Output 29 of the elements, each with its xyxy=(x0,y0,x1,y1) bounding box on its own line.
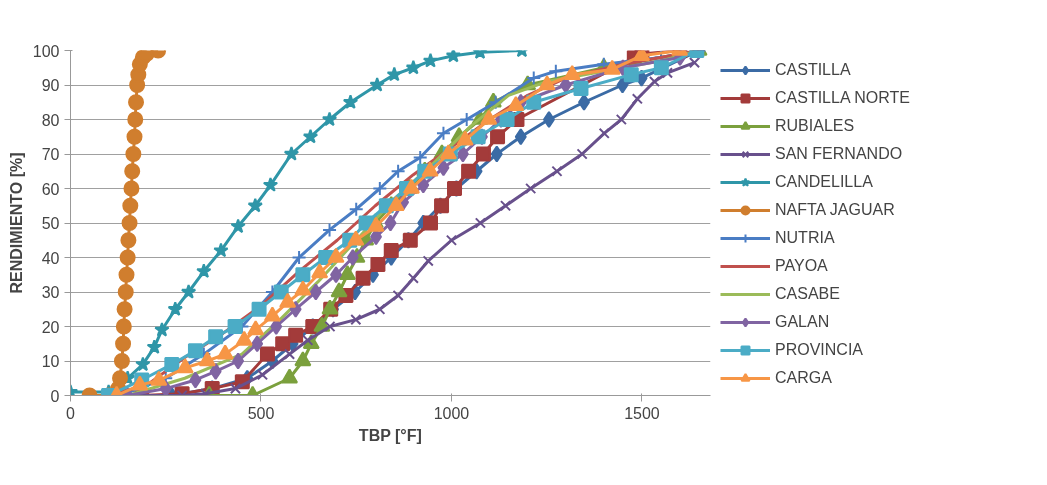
y-tick-label: 0 xyxy=(50,387,60,405)
y-tick-label: 40 xyxy=(41,249,60,267)
y-tick-label: 60 xyxy=(41,180,60,198)
legend-label: GALAN xyxy=(775,313,830,331)
x-tick-label: 500 xyxy=(247,404,275,422)
x-tick-label: 1000 xyxy=(433,404,470,422)
legend-label: SAN FERNANDO xyxy=(775,145,903,163)
legend-label: NAFTA JAGUAR xyxy=(775,201,895,219)
y-tick-label: 90 xyxy=(41,77,60,94)
legend-label: CASABE xyxy=(775,285,840,303)
y-tick-label: 10 xyxy=(41,353,60,370)
y-tick-label: 100 xyxy=(32,42,60,60)
legend-label: RUBIALES xyxy=(775,117,855,135)
legend-label: CASTILLA NORTE xyxy=(775,89,910,107)
legend-label: PROVINCIA xyxy=(775,341,864,359)
x-tick-label: 1500 xyxy=(624,404,660,422)
x-axis-title: TBP [°F] xyxy=(358,426,422,444)
legend-label: CANDELILLA xyxy=(775,173,873,191)
y-tick-label: 20 xyxy=(41,318,60,336)
y-tick-label: 80 xyxy=(41,111,60,129)
legend-label: NUTRIA xyxy=(775,229,835,247)
legend-label: CASTILLA xyxy=(775,61,851,79)
x-tick-label: 0 xyxy=(66,404,76,422)
y-tick-label: 70 xyxy=(41,146,60,163)
legend-label: CARGA xyxy=(775,369,832,387)
y-axis-title: RENDIMIENTO [%] xyxy=(7,152,25,294)
legend-label: PAYOA xyxy=(775,257,828,275)
y-tick-label: 50 xyxy=(41,215,60,232)
y-tick-label: 30 xyxy=(41,284,60,301)
